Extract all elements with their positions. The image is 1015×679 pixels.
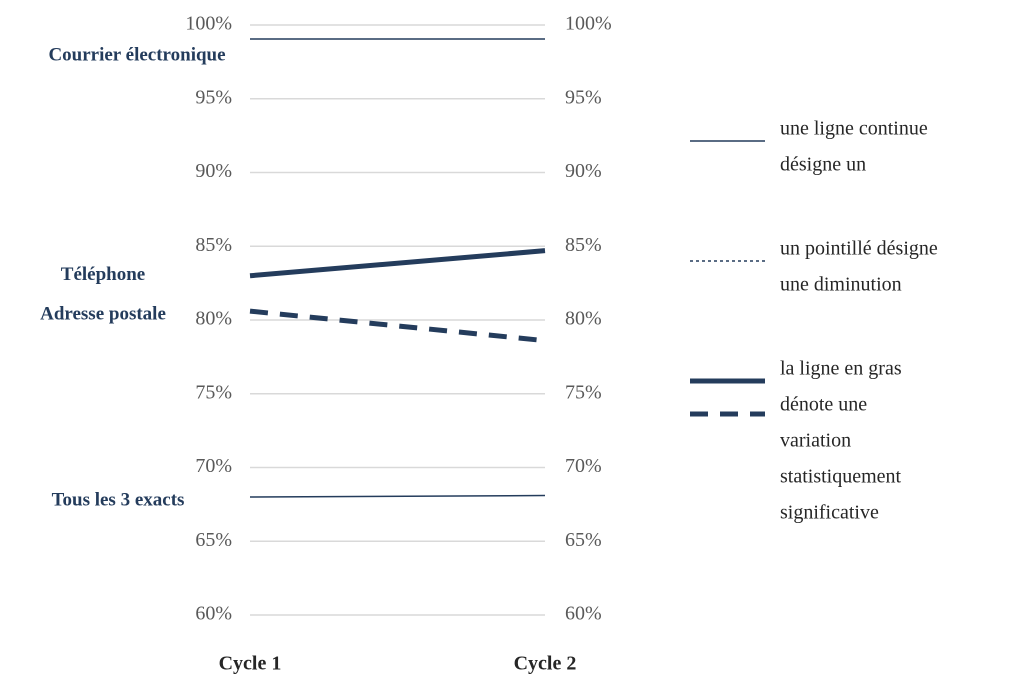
legend-text: un pointillé désigne xyxy=(780,238,938,260)
y-tick-label: 70% xyxy=(195,455,232,477)
series-label: Adresse postale xyxy=(40,304,166,325)
y2-tick-label: 90% xyxy=(565,160,602,182)
series-label: Téléphone xyxy=(61,264,145,285)
y-tick-label: 85% xyxy=(195,234,232,256)
y-tick-label: 60% xyxy=(195,603,232,625)
series-line xyxy=(249,494,546,498)
legend-text: désigne un xyxy=(780,154,866,176)
y2-tick-label: 60% xyxy=(565,603,602,625)
series-line xyxy=(249,308,546,344)
y2-tick-label: 95% xyxy=(565,86,602,108)
y2-tick-label: 85% xyxy=(565,234,602,256)
y-tick-label: 95% xyxy=(195,86,232,108)
x-tick-label: Cycle 1 xyxy=(219,653,282,675)
x-tick-label: Cycle 2 xyxy=(514,653,577,675)
y-tick-label: 80% xyxy=(195,308,232,330)
y2-tick-label: 70% xyxy=(565,455,602,477)
legend-text: une diminution xyxy=(780,274,902,296)
series-label: Tous les 3 exacts xyxy=(52,489,185,510)
legend-text: significative xyxy=(780,502,879,524)
series-line xyxy=(249,248,546,279)
legend-text: statistiquement xyxy=(780,466,902,488)
y-tick-label: 100% xyxy=(185,13,232,35)
y2-tick-label: 100% xyxy=(565,13,612,35)
y2-tick-label: 75% xyxy=(565,381,602,403)
legend-text: dénote une xyxy=(780,394,867,416)
y2-tick-label: 65% xyxy=(565,529,602,551)
y-tick-label: 90% xyxy=(195,160,232,182)
legend-text: variation xyxy=(780,430,851,452)
y2-tick-label: 80% xyxy=(565,308,602,330)
series-label: Courrier électronique xyxy=(48,44,225,65)
legend-text: la ligne en gras xyxy=(780,358,902,380)
y-tick-label: 75% xyxy=(195,381,232,403)
y-tick-label: 65% xyxy=(195,529,232,551)
legend-text: une ligne continue xyxy=(780,118,928,140)
